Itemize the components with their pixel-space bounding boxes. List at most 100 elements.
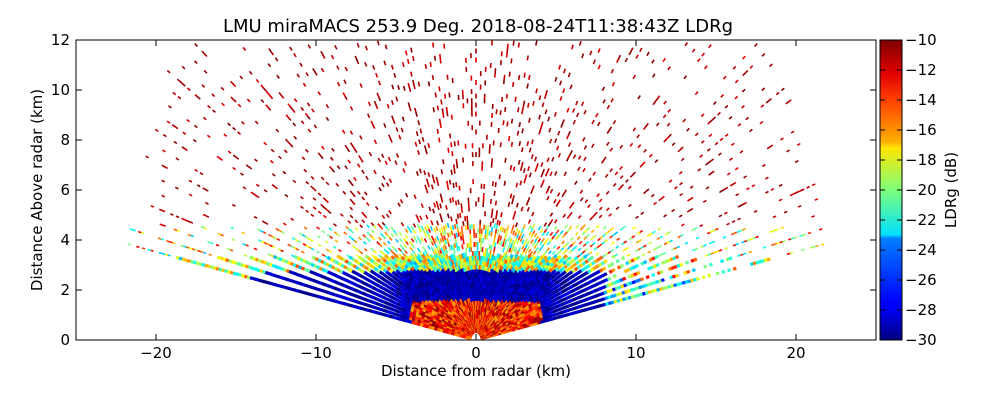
radar-cell — [401, 287, 404, 289]
radar-cell — [314, 265, 317, 266]
radar-cell — [359, 281, 362, 283]
radar-cell — [572, 259, 575, 261]
radar-cell — [221, 270, 224, 271]
radar-cell — [362, 298, 365, 299]
radar-cell — [434, 329, 437, 330]
radar-cell — [716, 251, 719, 252]
radar-cell — [532, 321, 535, 322]
radar-cell — [385, 285, 388, 287]
radar-cell — [381, 278, 384, 280]
radar-cell — [581, 258, 584, 260]
radar-cell — [562, 291, 565, 293]
radar-cell — [403, 303, 406, 305]
radar-cell — [368, 295, 371, 296]
radar-cell — [438, 106, 439, 111]
radar-cell — [391, 266, 394, 269]
radar-cell — [405, 307, 408, 309]
radar-cell — [261, 281, 264, 282]
radar-cell — [312, 257, 315, 259]
radar-cell — [575, 257, 578, 259]
radar-cell — [395, 265, 398, 268]
radar-cell — [403, 300, 406, 302]
radar-cell — [440, 54, 441, 59]
radar-cell — [401, 313, 404, 314]
radar-cell — [367, 300, 370, 301]
radar-cell — [559, 260, 562, 263]
radar-cell — [293, 264, 296, 265]
radar-cell — [548, 257, 551, 260]
radar-cell — [625, 291, 628, 292]
radar-cell — [370, 260, 373, 262]
radar-cell — [255, 259, 258, 260]
radar-cell — [644, 285, 647, 286]
radar-cell — [762, 261, 765, 262]
radar-cell — [216, 245, 219, 246]
radar-cell — [374, 298, 377, 299]
radar-cell — [136, 246, 139, 247]
radar-cell — [563, 294, 566, 296]
radar-cell — [541, 306, 544, 308]
radar-cell — [462, 226, 463, 231]
radar-cell — [544, 282, 547, 284]
radar-cell — [340, 257, 343, 259]
radar-cell — [453, 225, 454, 230]
radar-cell — [304, 293, 307, 294]
radar-cell — [360, 275, 363, 277]
radar-cell — [586, 288, 589, 289]
radar-cell — [601, 293, 604, 294]
radar-cell — [490, 249, 491, 254]
radar-cell — [345, 261, 348, 263]
radar-cell — [540, 316, 543, 317]
radar-cell — [519, 160, 520, 165]
radar-cell — [395, 274, 398, 276]
radar-cell — [266, 263, 269, 264]
radar-cell — [404, 259, 407, 262]
radar-cell — [382, 288, 385, 290]
radar-cell — [560, 312, 563, 313]
radar-cell — [399, 308, 402, 309]
colorbar-label: LDRg (dB) — [942, 152, 960, 228]
radar-cell — [386, 271, 389, 273]
radar-cell — [704, 266, 707, 267]
radar-cell — [397, 300, 400, 302]
radar-cell — [388, 300, 391, 301]
radar-cell — [544, 307, 547, 309]
radar-cell — [556, 290, 559, 292]
radar-cell — [501, 60, 502, 65]
radar-cell — [377, 280, 380, 282]
radar-cell — [743, 253, 746, 254]
radar-cell — [397, 276, 400, 278]
radar-cell — [437, 181, 438, 186]
radar-cell — [442, 108, 443, 113]
radar-cell — [447, 111, 448, 116]
radar-cell — [561, 300, 564, 301]
radar-cell — [616, 294, 619, 295]
radar-cell — [612, 269, 615, 271]
radar-cell — [257, 270, 260, 271]
radar-cell — [400, 301, 403, 303]
radar-cell — [637, 272, 640, 273]
radar-cell — [380, 314, 383, 315]
radar-cell — [411, 48, 412, 53]
radar-cell — [551, 315, 554, 316]
radar-cell — [428, 327, 431, 328]
radar-cell — [402, 283, 405, 285]
radar-cell — [451, 142, 452, 147]
radar-cell — [522, 129, 523, 134]
radar-cell — [604, 274, 607, 276]
radar-cell — [401, 316, 404, 317]
radar-cell — [287, 262, 290, 263]
radar-cell — [536, 314, 539, 315]
radar-cell — [554, 314, 557, 315]
radar-cell — [420, 325, 423, 326]
radar-cell — [586, 277, 589, 279]
radar-cell — [399, 281, 402, 283]
radar-cell — [368, 258, 371, 260]
radar-cell — [645, 293, 648, 294]
radar-cell — [275, 285, 278, 286]
radar-cell — [374, 283, 377, 285]
radar-cell — [552, 300, 555, 302]
radar-cell — [365, 267, 368, 269]
radar-cell — [573, 299, 576, 300]
